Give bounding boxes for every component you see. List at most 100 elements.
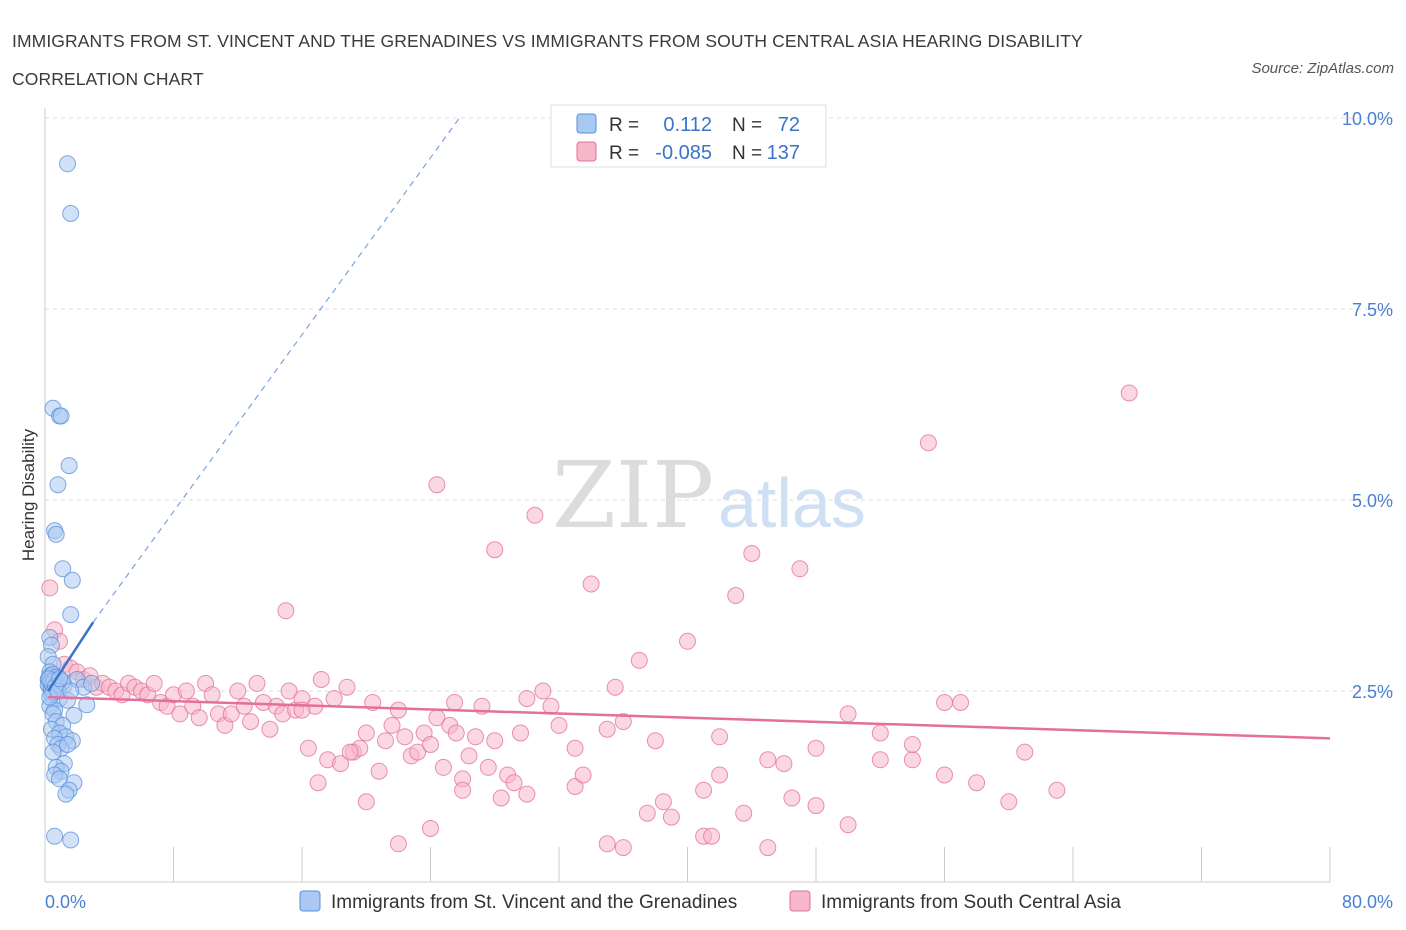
point-southcentralasia-67 <box>467 728 484 746</box>
point-southcentralasia-100 <box>1048 781 1066 799</box>
point-southcentralasia-118 <box>807 797 825 815</box>
legend-r-value-southcentralasia: -0.085 <box>655 142 712 164</box>
x-tick-label-0: 0.0% <box>45 892 86 912</box>
point-southcentralasia-22 <box>177 682 195 700</box>
trend-layer <box>47 117 1331 740</box>
point-southcentralasia-115 <box>735 804 753 822</box>
point-southcentralasia-88 <box>743 545 761 562</box>
point-southcentralasia-135 <box>526 506 544 524</box>
trendline-stvincent-extension <box>92 117 460 623</box>
point-southcentralasia-134 <box>952 694 970 711</box>
point-southcentralasia-52 <box>370 762 388 780</box>
point-southcentralasia-78 <box>566 739 584 757</box>
point-southcentralasia-123 <box>357 793 375 811</box>
point-stvincent-5 <box>60 457 78 475</box>
point-southcentralasia-103 <box>454 781 472 799</box>
point-southcentralasia-97 <box>936 694 953 711</box>
point-stvincent-60 <box>78 696 96 714</box>
point-southcentralasia-58 <box>409 743 427 761</box>
point-southcentralasia-122 <box>936 766 953 784</box>
point-stvincent-52 <box>46 827 64 845</box>
point-southcentralasia-130 <box>654 793 672 811</box>
point-southcentralasia-126 <box>277 602 295 620</box>
point-southcentralasia-26 <box>203 686 221 704</box>
point-southcentralasia-84 <box>679 632 696 650</box>
series-layer <box>39 155 1138 857</box>
point-southcentralasia-71 <box>492 789 510 807</box>
point-southcentralasia-60 <box>422 736 439 753</box>
point-southcentralasia-76 <box>534 682 552 700</box>
point-southcentralasia-95 <box>903 751 921 769</box>
point-southcentralasia-101 <box>1120 384 1138 402</box>
point-southcentralasia-94 <box>871 724 889 742</box>
y-tick-label-3: 10.0% <box>1342 109 1393 129</box>
point-southcentralasia-50 <box>357 724 375 742</box>
bottom-legend-label-stvincent: Immigrants from St. Vincent and the Gren… <box>331 892 737 913</box>
point-stvincent-0 <box>59 155 76 173</box>
point-southcentralasia-128 <box>446 694 464 711</box>
point-southcentralasia-31 <box>235 697 253 715</box>
tick-labels: 2.5% 5.0% 7.5% 10.0% 0.0% 80.0% <box>45 109 1393 912</box>
point-stvincent-11 <box>62 606 80 624</box>
point-southcentralasia-47 <box>338 678 356 696</box>
trendline-stvincent <box>47 621 95 692</box>
point-southcentralasia-129 <box>606 678 624 696</box>
legend-n-value-southcentralasia: 137 <box>767 142 800 164</box>
point-southcentralasia-132 <box>341 743 359 761</box>
point-southcentralasia-104 <box>486 541 504 559</box>
point-southcentralasia-114 <box>711 728 729 746</box>
point-southcentralasia-92 <box>807 739 825 757</box>
point-southcentralasia-29 <box>222 705 240 723</box>
point-stvincent-8 <box>47 525 65 543</box>
legend-r-value-stvincent: 0.112 <box>663 114 712 136</box>
point-southcentralasia-54 <box>383 716 401 734</box>
point-southcentralasia-0 <box>41 579 59 597</box>
point-southcentralasia-70 <box>486 732 504 750</box>
point-southcentralasia-98 <box>968 774 986 792</box>
point-southcentralasia-77 <box>550 716 568 734</box>
legend-r-label-southcentralasia: R = <box>609 143 639 164</box>
point-southcentralasia-91 <box>791 560 809 578</box>
point-southcentralasia-41 <box>299 739 317 757</box>
point-southcentralasia-102 <box>428 476 446 494</box>
point-southcentralasia-87 <box>727 587 745 604</box>
point-southcentralasia-105 <box>518 785 536 803</box>
point-stvincent-9 <box>54 560 72 578</box>
point-southcentralasia-53 <box>377 732 394 750</box>
point-southcentralasia-56 <box>396 728 414 746</box>
point-southcentralasia-43 <box>312 671 330 688</box>
point-southcentralasia-62 <box>434 758 452 776</box>
y-axis-label: Hearing Disability <box>19 428 38 561</box>
series-stvincent <box>39 155 101 849</box>
point-stvincent-1 <box>62 205 80 222</box>
point-southcentralasia-124 <box>389 835 407 853</box>
point-southcentralasia-89 <box>759 751 777 769</box>
gridlines <box>45 117 1395 692</box>
point-stvincent-70 <box>51 670 68 688</box>
legend-swatch-southcentralasia <box>576 141 597 162</box>
point-southcentralasia-93 <box>839 705 857 723</box>
point-southcentralasia-119 <box>839 816 857 834</box>
source-label: Source: ZipAtlas.com <box>1251 60 1394 77</box>
point-southcentralasia-121 <box>903 736 921 753</box>
point-southcentralasia-80 <box>598 720 616 738</box>
watermark-atlas: atlas <box>718 464 866 542</box>
watermark-zip: ZIP <box>552 442 714 549</box>
point-southcentralasia-32 <box>242 713 260 731</box>
point-southcentralasia-38 <box>280 682 298 700</box>
point-stvincent-6 <box>49 476 67 494</box>
point-southcentralasia-109 <box>614 839 632 857</box>
point-southcentralasia-24 <box>190 709 208 727</box>
y-tick-label-1: 5.0% <box>1352 491 1393 511</box>
point-southcentralasia-85 <box>695 781 713 799</box>
point-southcentralasia-83 <box>646 732 664 750</box>
point-southcentralasia-117 <box>783 789 801 807</box>
point-southcentralasia-46 <box>332 755 349 773</box>
point-southcentralasia-120 <box>871 751 889 769</box>
point-southcentralasia-33 <box>248 674 266 692</box>
chart-title: IMMIGRANTS FROM ST. VINCENT AND THE GREN… <box>12 31 1083 89</box>
point-southcentralasia-75 <box>518 690 536 708</box>
point-southcentralasia-79 <box>582 575 600 593</box>
point-southcentralasia-73 <box>505 774 523 792</box>
point-southcentralasia-110 <box>638 804 656 822</box>
